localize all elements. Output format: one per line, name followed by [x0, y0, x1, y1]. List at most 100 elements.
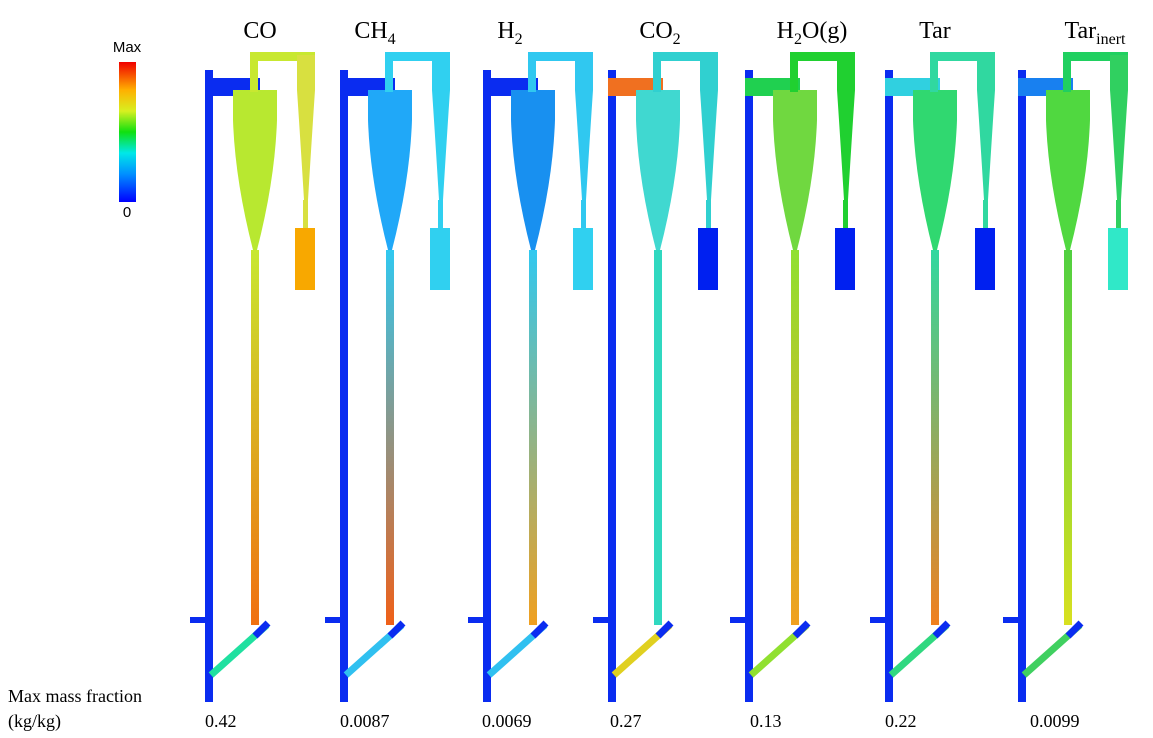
- inclined-pipe-upper: [932, 620, 951, 639]
- max-mass-fraction: 0.13: [750, 711, 782, 731]
- collector: [295, 228, 315, 290]
- collector: [835, 228, 855, 290]
- cyclone-2: [837, 55, 855, 200]
- stub: [730, 617, 745, 623]
- collector: [430, 228, 450, 290]
- cyclone: [511, 90, 555, 250]
- inclined-pipe-upper: [792, 620, 811, 639]
- downcomer: [885, 70, 893, 702]
- inclined-pipe-upper: [387, 620, 406, 639]
- riser: [931, 250, 939, 625]
- cyclone: [773, 90, 817, 250]
- species-label: H2: [497, 18, 522, 48]
- max-mass-fraction: 0.0099: [1030, 711, 1080, 731]
- duct-up: [930, 52, 938, 92]
- row-label: Max mass fraction: [8, 686, 142, 706]
- riser: [1064, 250, 1072, 625]
- max-mass-fraction: 0.42: [205, 711, 237, 731]
- reactor-panel: [870, 52, 995, 702]
- reactor-panel: [1003, 52, 1128, 702]
- dipleg: [706, 200, 711, 230]
- duct-across: [385, 52, 450, 61]
- species-subscript: 2: [515, 31, 523, 48]
- duct-across: [528, 52, 593, 61]
- riser: [529, 250, 537, 625]
- species-label: CH4: [354, 18, 395, 48]
- cyclone-2: [432, 55, 450, 200]
- species-subscript: 4: [388, 31, 396, 48]
- dipleg: [438, 200, 443, 230]
- riser: [791, 250, 799, 625]
- duct-across: [790, 52, 855, 61]
- duct-up: [1063, 52, 1071, 92]
- stub: [325, 617, 340, 623]
- cyclone: [913, 90, 957, 250]
- downcomer: [205, 70, 213, 702]
- inclined-pipe-upper: [252, 620, 271, 639]
- reactor-panel: [190, 52, 315, 702]
- cyclone: [636, 90, 680, 250]
- cyclone-2: [297, 55, 315, 200]
- downcomer: [745, 70, 753, 702]
- duct-up: [385, 52, 393, 92]
- species-subscript: 2: [794, 31, 802, 48]
- max-mass-fraction: 0.0069: [482, 711, 532, 731]
- duct-across: [250, 52, 315, 61]
- riser: [386, 250, 394, 625]
- species-subscript: 2: [673, 31, 681, 48]
- species-label: CO: [243, 18, 276, 44]
- max-mass-fraction: 0.27: [610, 711, 642, 731]
- cyclone: [368, 90, 412, 250]
- riser: [654, 250, 662, 625]
- cyclone-2: [977, 55, 995, 200]
- stub: [1003, 617, 1018, 623]
- dipleg: [303, 200, 308, 230]
- cyclone-2: [575, 55, 593, 200]
- species-name: H: [497, 18, 514, 44]
- reactor-panel: [593, 52, 718, 702]
- max-mass-fraction: 0.22: [885, 711, 917, 731]
- reactor-panel: [325, 52, 450, 702]
- cyclone-2: [1110, 55, 1128, 200]
- downcomer: [340, 70, 348, 702]
- riser: [251, 250, 259, 625]
- species-label: H2O(g): [777, 18, 848, 48]
- colorbar-min: 0: [123, 204, 131, 221]
- collector: [1108, 228, 1128, 290]
- duct-across: [930, 52, 995, 61]
- downcomer: [1018, 70, 1026, 702]
- duct-up: [790, 52, 798, 92]
- species-subscript: inert: [1096, 31, 1126, 48]
- downcomer: [608, 70, 616, 702]
- species-suffix: O(g): [802, 18, 847, 44]
- duct-up: [528, 52, 536, 92]
- species-label: CO2: [639, 18, 680, 48]
- collector: [975, 228, 995, 290]
- colorbar: [119, 62, 136, 202]
- duct-up: [653, 52, 661, 92]
- row-label-unit: (kg/kg): [8, 711, 61, 732]
- cyclone: [233, 90, 277, 250]
- species-name: CO: [243, 18, 276, 44]
- panels: CO0.42CH40.0087H20.0069CO20.27H2O(g)0.13…: [190, 18, 1128, 731]
- dipleg: [843, 200, 848, 230]
- cyclone: [1046, 90, 1090, 250]
- duct-up: [250, 52, 258, 92]
- collector: [573, 228, 593, 290]
- reactor-panel: [730, 52, 855, 702]
- colorbar-max: Max: [113, 39, 142, 56]
- species-name: H: [777, 18, 794, 44]
- dipleg: [983, 200, 988, 230]
- cyclone-2: [700, 55, 718, 200]
- species-label: Tarinert: [1065, 18, 1127, 48]
- duct-across: [1063, 52, 1128, 61]
- downcomer: [483, 70, 491, 702]
- inclined-pipe-upper: [1065, 620, 1084, 639]
- reactor-panel: [468, 52, 593, 702]
- stub: [593, 617, 608, 623]
- duct-across: [653, 52, 718, 61]
- species-name: Tar: [1065, 18, 1097, 44]
- stub: [870, 617, 885, 623]
- dipleg: [581, 200, 586, 230]
